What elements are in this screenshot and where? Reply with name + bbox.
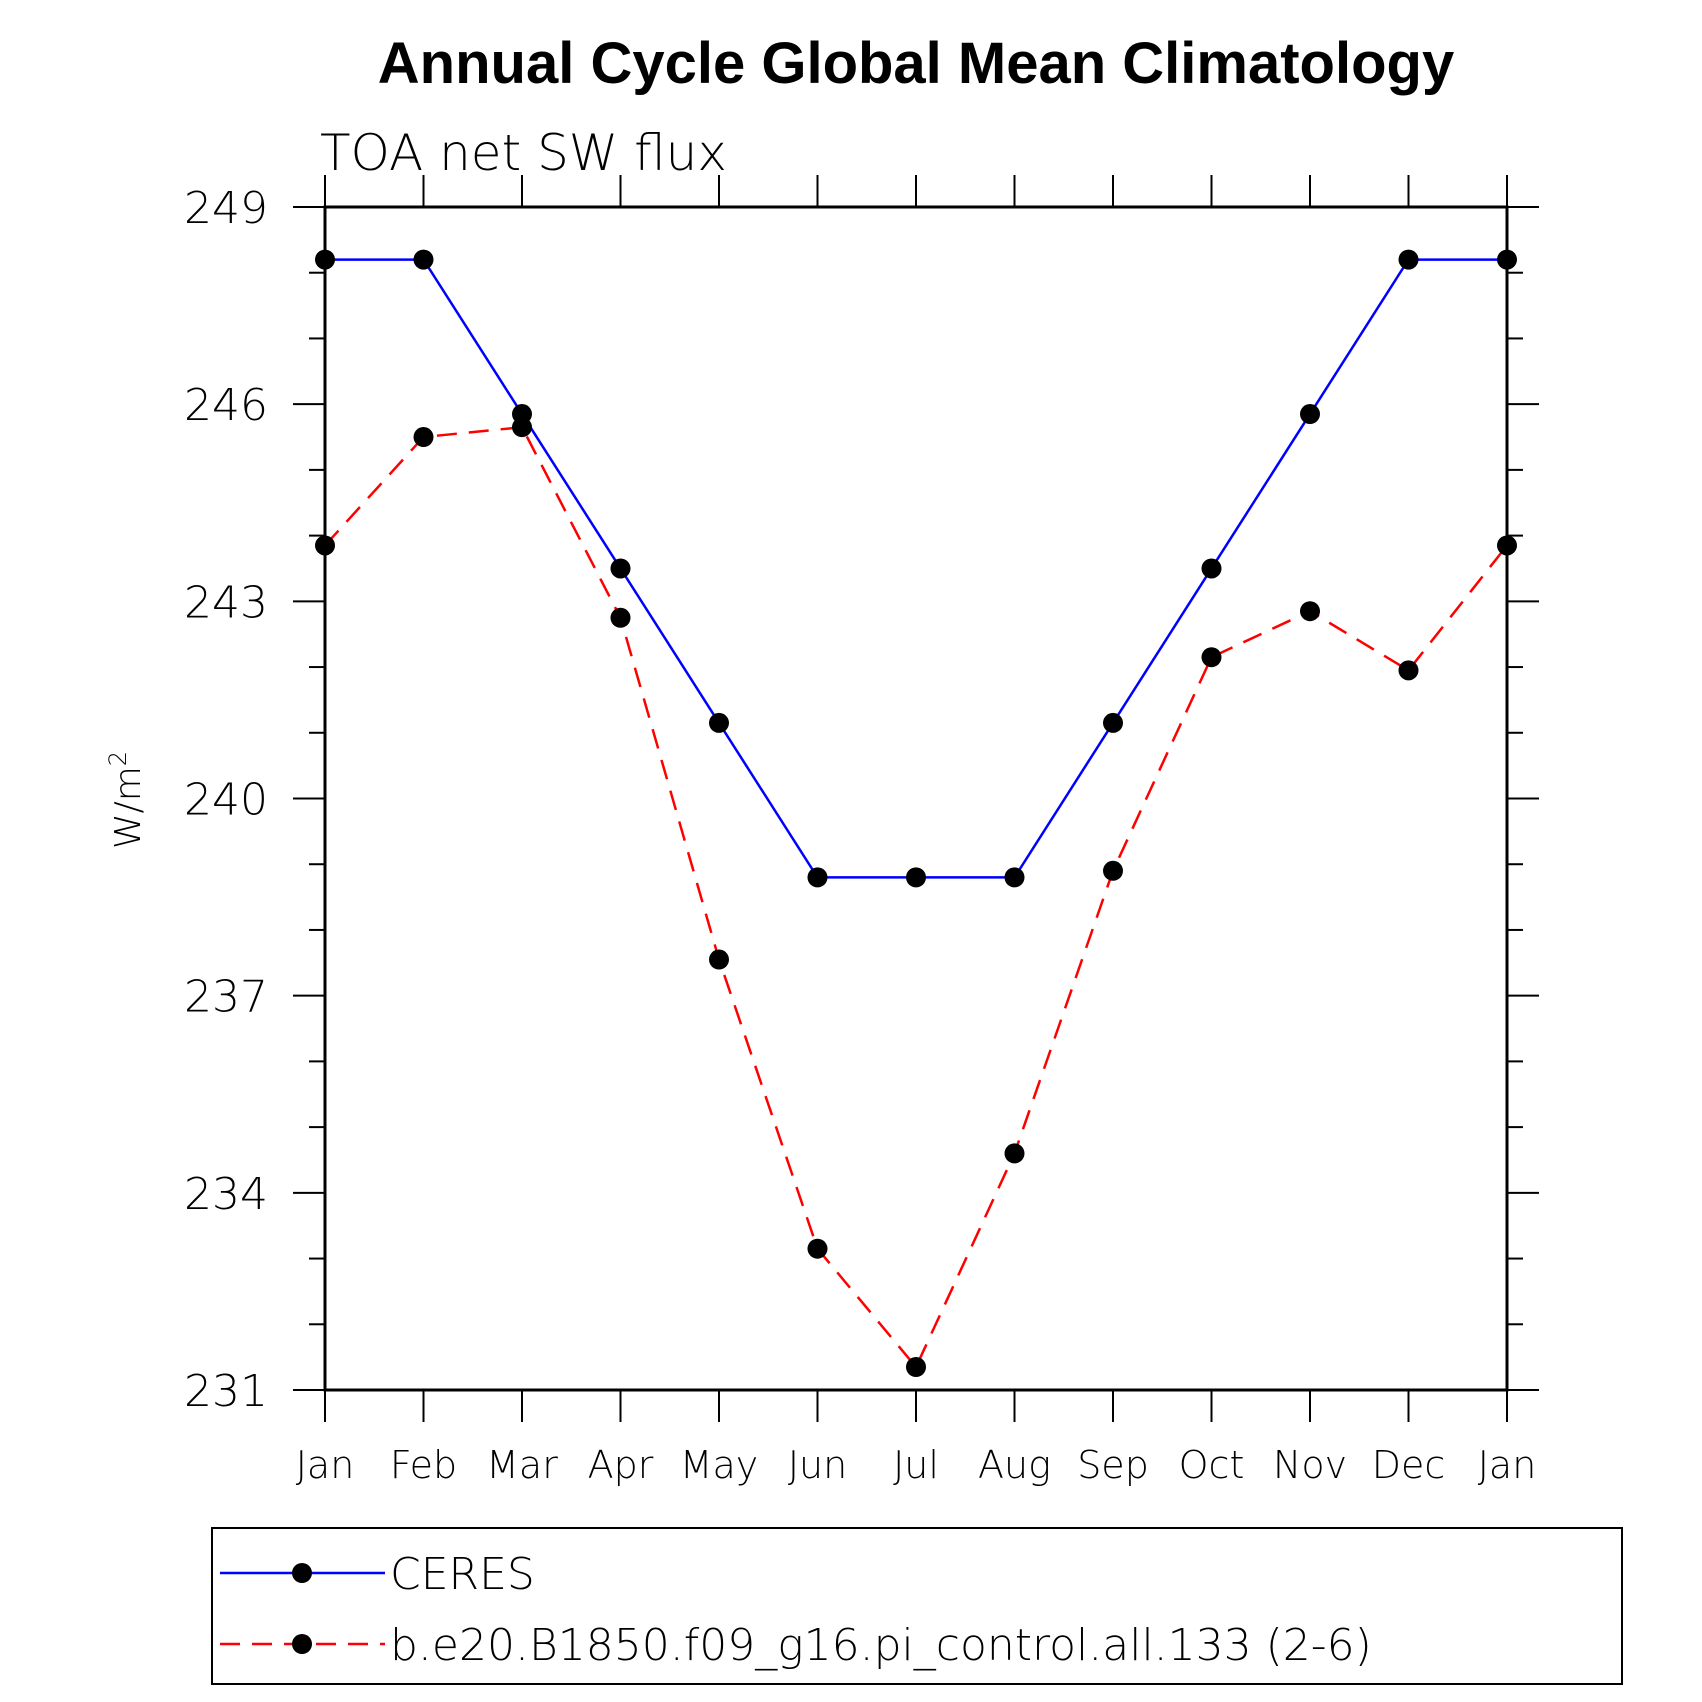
x-tick-label: Nov: [1273, 1443, 1347, 1487]
x-tick-label: Sep: [1077, 1443, 1149, 1487]
series-0-point: [1103, 712, 1123, 733]
series-1-point: [610, 607, 631, 628]
legend-marker-ceres: [292, 1563, 312, 1583]
legend-label-ceres: CERES: [390, 1549, 535, 1600]
series-0-point: [1398, 249, 1419, 270]
legend: CERES b.e20.B1850.f09_g16.pi_control.all…: [211, 1527, 1623, 1685]
x-tick-label: Dec: [1372, 1443, 1446, 1487]
legend-box: [211, 1527, 1623, 1685]
x-tick-label: Jan: [1478, 1443, 1537, 1487]
chart-title: Annual Cycle Global Mean Climatology: [378, 31, 1454, 96]
series-1-point: [1300, 601, 1320, 622]
x-tick-label: Jun: [788, 1443, 847, 1487]
y-tick-label: 237: [184, 972, 268, 1023]
series-0-point: [1201, 558, 1222, 579]
series-line-1: [324, 425, 1508, 1370]
y-tick-labels: 231 234 237 240 243 246 249: [184, 183, 268, 1417]
legend-label-model: b.e20.B1850.f09_g16.pi_control.all.133 (…: [390, 1620, 1372, 1671]
series-0-point: [413, 249, 434, 270]
series-1-point: [512, 417, 532, 438]
series-line-0: [325, 258, 1507, 879]
plot-frame: [323, 205, 1509, 1392]
series-1-point: [315, 535, 335, 556]
y-tick-label: 240: [184, 775, 268, 826]
series-0-point: [1300, 404, 1320, 425]
x-tick-label: Aug: [978, 1443, 1051, 1487]
legend-marker-model: [292, 1634, 312, 1654]
chart-subtitle: TOA net SW flux: [320, 124, 727, 182]
x-tick-label: Feb: [390, 1443, 457, 1487]
x-tick-label: May: [680, 1443, 759, 1487]
x-tick-label: Apr: [588, 1443, 654, 1487]
series-1-point: [807, 1238, 828, 1259]
y-tick-label: 249: [184, 183, 268, 234]
x-tick-label: Oct: [1179, 1443, 1245, 1487]
series-0-point: [709, 712, 729, 733]
series-1-point: [1201, 647, 1222, 668]
series-0-point: [1497, 249, 1517, 270]
series-0-point: [807, 867, 828, 888]
series-1-point: [709, 949, 729, 970]
y-axis-label-superscript: 2: [104, 751, 132, 766]
series-0-point: [315, 249, 335, 270]
series-0-point: [906, 867, 926, 888]
y-tick-label: 231: [184, 1366, 268, 1417]
series-0-point: [1004, 867, 1025, 888]
y-axis-label-text: W/m: [108, 766, 149, 849]
series-1-point: [1004, 1143, 1025, 1164]
series-1-point: [906, 1356, 926, 1377]
x-tick-label: Jan: [296, 1443, 355, 1487]
y-tick-label: 243: [184, 577, 268, 628]
svg-text:W/m2: W/m2: [104, 751, 149, 849]
y-tick-label: 246: [184, 380, 268, 431]
series-layer: [315, 249, 1517, 1377]
series-1-point: [1103, 860, 1123, 881]
x-tick-label: Mar: [486, 1443, 558, 1487]
series-0-point: [610, 558, 631, 579]
x-tick-label: Jul: [893, 1443, 939, 1487]
axis-ticks: [293, 175, 1539, 1422]
series-1-point: [1398, 660, 1419, 681]
y-axis-label: W/m2: [104, 751, 149, 849]
y-tick-label: 234: [184, 1169, 268, 1220]
series-1-point: [1497, 535, 1517, 556]
x-tick-labels: Jan Feb Mar Apr May Jun Jul Aug Sep Oct Nov Dec Jan: [296, 1443, 1537, 1487]
series-1-point: [413, 427, 434, 448]
